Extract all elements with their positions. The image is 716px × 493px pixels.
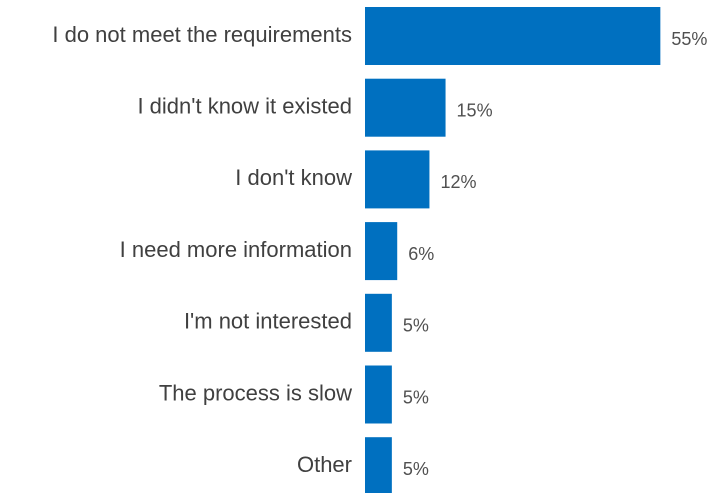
value-label: 6% — [408, 244, 434, 264]
category-label: I do not meet the requirements — [52, 22, 352, 47]
category-label: Other — [297, 452, 352, 477]
bar — [365, 7, 661, 65]
bar — [365, 365, 392, 424]
category-label: I don't know — [235, 165, 352, 190]
value-label: 12% — [440, 172, 476, 192]
category-label: I didn't know it existed — [137, 94, 352, 119]
value-label: 5% — [403, 316, 429, 336]
bar — [365, 437, 392, 493]
value-label: 55% — [671, 29, 707, 49]
bar — [365, 78, 446, 137]
value-label: 5% — [403, 459, 429, 479]
value-label: 5% — [403, 387, 429, 407]
bar — [365, 293, 392, 352]
category-label: I'm not interested — [184, 309, 352, 334]
bar — [365, 150, 430, 209]
bar — [365, 222, 398, 281]
value-label: 15% — [457, 100, 493, 120]
category-label: The process is slow — [159, 380, 352, 405]
category-label: I need more information — [120, 237, 352, 262]
